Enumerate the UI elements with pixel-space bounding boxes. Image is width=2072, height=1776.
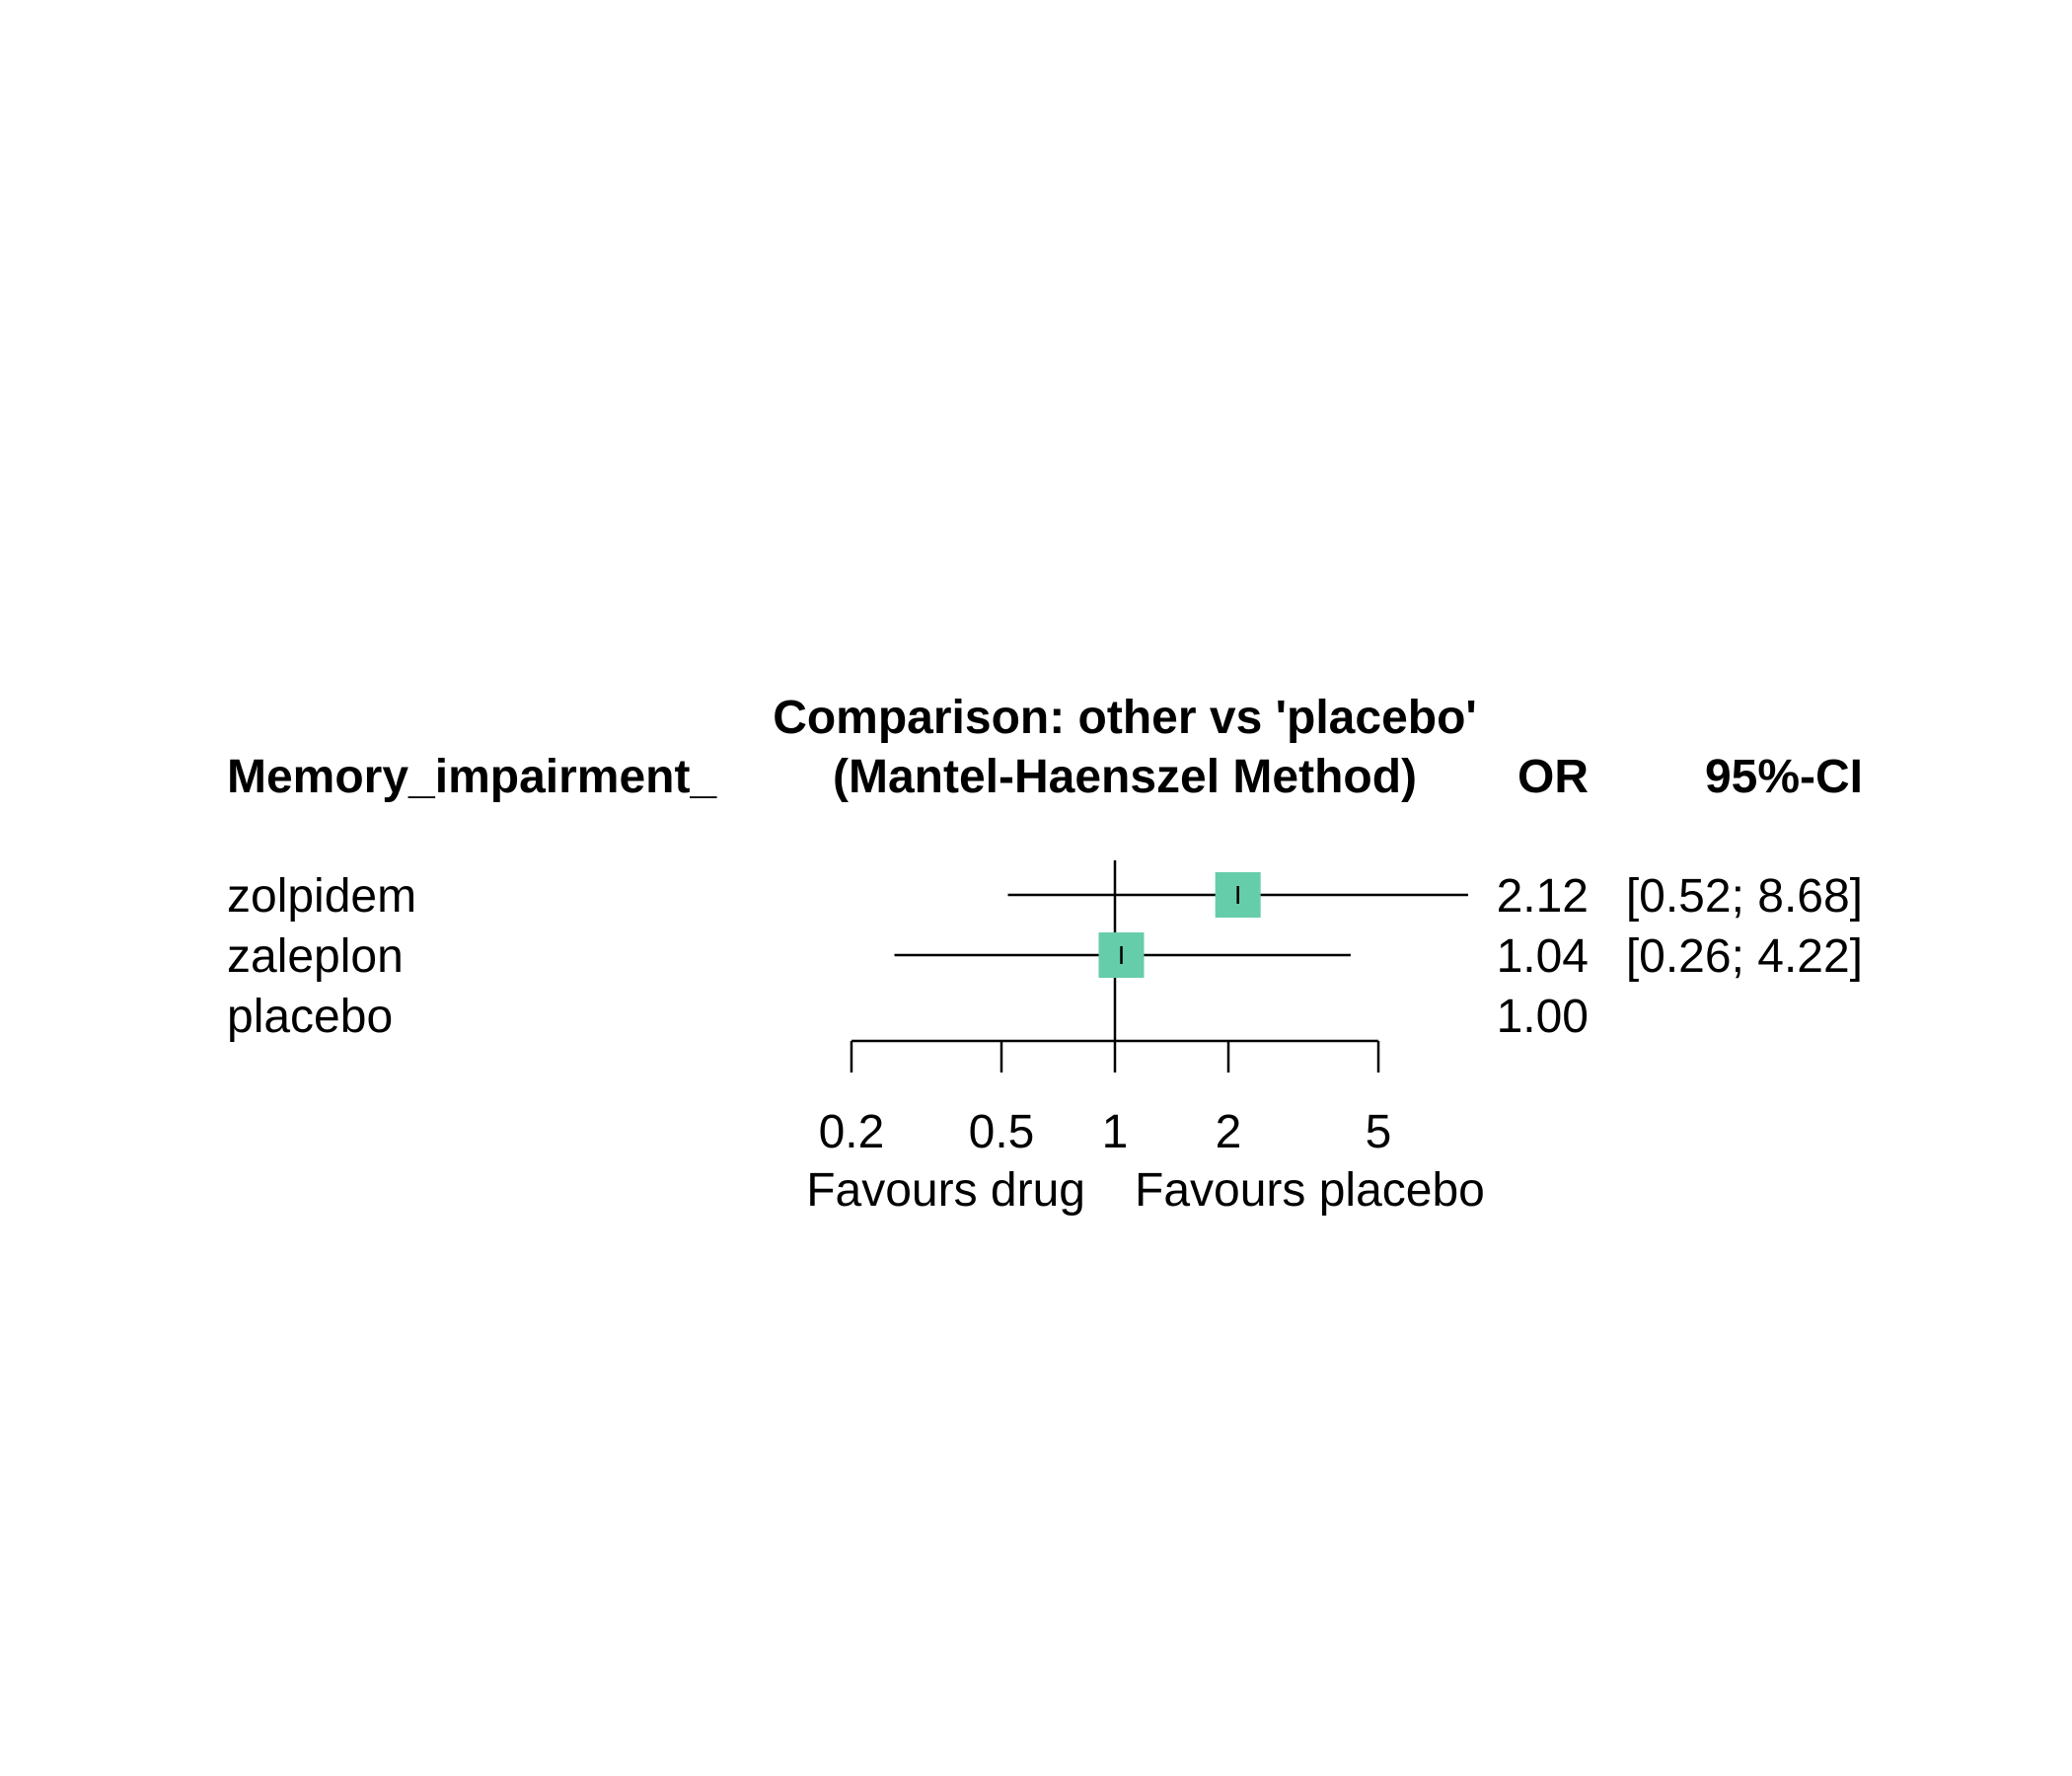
row-label: zaleplon [227,930,404,983]
x-axis: 0.2 0.5 1 2 5 Favours drug Favours placebo [806,1039,1485,1217]
forest-rows: zolpidem 2.12 [0.52; 8.68] zaleplon 1.04 [0.2… [227,860,1863,1043]
study-column-header: Memory_impairment_ [227,751,717,803]
or-value: 1.04 [1497,930,1589,983]
favours-left-label: Favours drug [806,1164,1085,1217]
row-label: placebo [227,991,393,1043]
ci-value: [0.26; 4.22] [1626,930,1863,983]
ci-value: [0.52; 8.68] [1626,870,1863,923]
row-label: zolpidem [227,870,416,923]
chart-title-line2: (Mantel-Haenszel Method) [833,751,1417,803]
x-tick-label: 2 [1216,1106,1242,1158]
x-tick-label: 1 [1102,1106,1129,1158]
x-tick-label: 0.5 [969,1106,1035,1158]
x-tick-label: 0.2 [819,1106,885,1158]
or-value: 1.00 [1497,991,1589,1043]
effect-column-header: OR [1517,751,1589,803]
chart-title-line1: Comparison: other vs 'placebo' [773,692,1477,744]
favours-right-label: Favours placebo [1135,1164,1485,1217]
or-value: 2.12 [1497,870,1589,923]
ci-column-header: 95%-CI [1705,751,1863,803]
x-tick-label: 5 [1366,1106,1392,1158]
